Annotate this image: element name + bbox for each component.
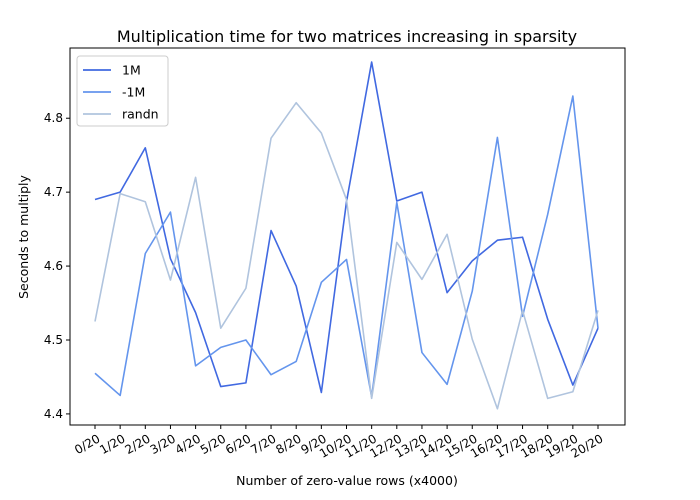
x-axis: 0/201/202/203/204/205/206/207/208/209/20… (72, 425, 606, 461)
y-axis-label: Seconds to multiply (16, 175, 31, 299)
y-tick-label: 4.4 (44, 407, 63, 421)
y-tick-label: 4.7 (44, 185, 63, 199)
y-tick-label: 4.8 (44, 111, 63, 125)
y-axis: 4.4 4.5 4.6 4.7 4.8 (44, 111, 70, 421)
series-line-2 (94, 101, 599, 410)
x-axis-label: Number of zero-value rows (x4000) (236, 473, 458, 488)
legend-label: -1M (122, 85, 145, 100)
y-tick-label: 4.5 (44, 333, 63, 347)
chart-title: Multiplication time for two matrices inc… (117, 27, 577, 46)
series-line-1 (94, 95, 599, 398)
y-tick-label: 4.6 (44, 259, 63, 273)
legend-box (76, 55, 169, 127)
legend-label: randn (122, 107, 159, 122)
series-layer (94, 61, 599, 410)
legend-label: 1M (122, 63, 141, 78)
legend: 1M -1M randn (76, 55, 169, 127)
plot-frame (69, 47, 626, 426)
